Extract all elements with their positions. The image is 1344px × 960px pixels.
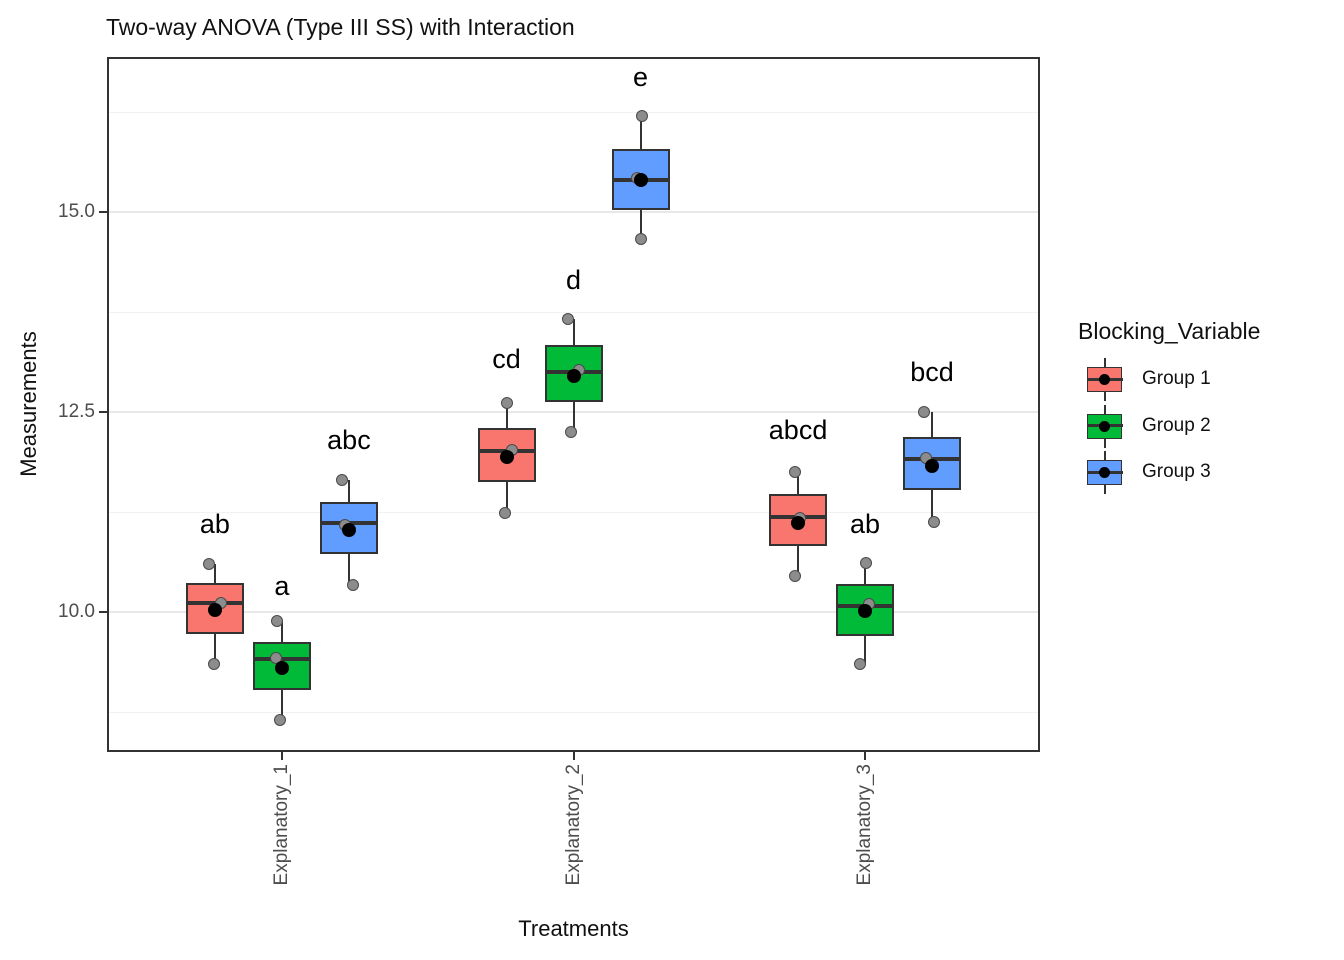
- jitter-point: [634, 232, 647, 245]
- significance-letter: cd: [492, 344, 521, 375]
- y-tick-mark: [99, 211, 107, 214]
- jitter-point: [635, 110, 648, 123]
- jitter-point: [789, 466, 802, 479]
- plot-panel-border: [107, 57, 1040, 752]
- legend-key-mean-point: [1099, 420, 1110, 432]
- y-tick-mark: [99, 611, 107, 614]
- x-tick-label: Explanatory_3: [854, 764, 876, 886]
- legend-key-mean-point: [1099, 374, 1110, 385]
- jitter-point: [202, 558, 215, 571]
- gridline-minor: [107, 511, 1040, 513]
- jitter-point: [207, 658, 220, 671]
- jitter-point: [346, 578, 359, 591]
- significance-letter: bcd: [910, 357, 954, 388]
- legend-item-label: Group 2: [1142, 414, 1211, 436]
- jitter-point: [928, 515, 941, 528]
- legend-key-mean-point: [1099, 467, 1110, 478]
- gridline-minor: [107, 111, 1040, 113]
- significance-letter: e: [632, 61, 649, 92]
- mean-point: [207, 602, 222, 617]
- legend-title: Blocking_Variable: [1078, 318, 1261, 344]
- jitter-point: [918, 406, 931, 419]
- jitter-point: [789, 570, 802, 583]
- x-tick-mark: [572, 752, 575, 760]
- jitter-point: [273, 714, 286, 726]
- gridline-minor: [107, 711, 1040, 713]
- median-line: [252, 657, 311, 662]
- x-tick-mark: [864, 752, 867, 760]
- jitter-point: [500, 397, 513, 410]
- significance-letter: ab: [850, 509, 881, 540]
- mean-point: [566, 369, 581, 384]
- x-tick-label: Explanatory_2: [562, 764, 584, 886]
- jitter-point: [498, 506, 511, 519]
- mean-point: [499, 449, 514, 464]
- x-axis-title: Treatments: [518, 916, 629, 941]
- jitter-point: [561, 313, 574, 326]
- gridline-major: [107, 611, 1040, 614]
- jitter-point: [335, 474, 348, 487]
- jitter-point: [270, 614, 283, 627]
- significance-letter: abc: [327, 425, 371, 456]
- mean-point: [274, 661, 289, 676]
- x-tick-mark: [280, 752, 283, 760]
- y-tick-label: 12.5: [58, 401, 95, 423]
- mean-point: [341, 522, 356, 537]
- y-tick-label: 10.0: [58, 601, 95, 623]
- significance-letter: abcd: [768, 414, 828, 445]
- significance-letter: ab: [199, 509, 230, 540]
- legend-item-label: Group 1: [1142, 368, 1211, 389]
- significance-letter: a: [274, 570, 290, 601]
- mean-point: [925, 458, 940, 473]
- x-tick-label: Explanatory_1: [270, 764, 292, 886]
- jitter-point: [854, 658, 867, 671]
- gridline-major: [107, 211, 1040, 214]
- significance-letter: d: [565, 265, 582, 296]
- mean-point: [791, 516, 806, 531]
- y-tick-label: 15.0: [58, 201, 95, 223]
- jitter-point: [564, 426, 577, 439]
- chart-title: Two-way ANOVA (Type III SS) with Interac…: [106, 14, 575, 40]
- mean-point: [633, 173, 648, 188]
- legend-item-label: Group 3: [1142, 461, 1211, 482]
- mean-point: [858, 604, 873, 619]
- jitter-point: [860, 557, 873, 570]
- y-tick-mark: [99, 411, 107, 414]
- gridline-minor: [107, 311, 1040, 313]
